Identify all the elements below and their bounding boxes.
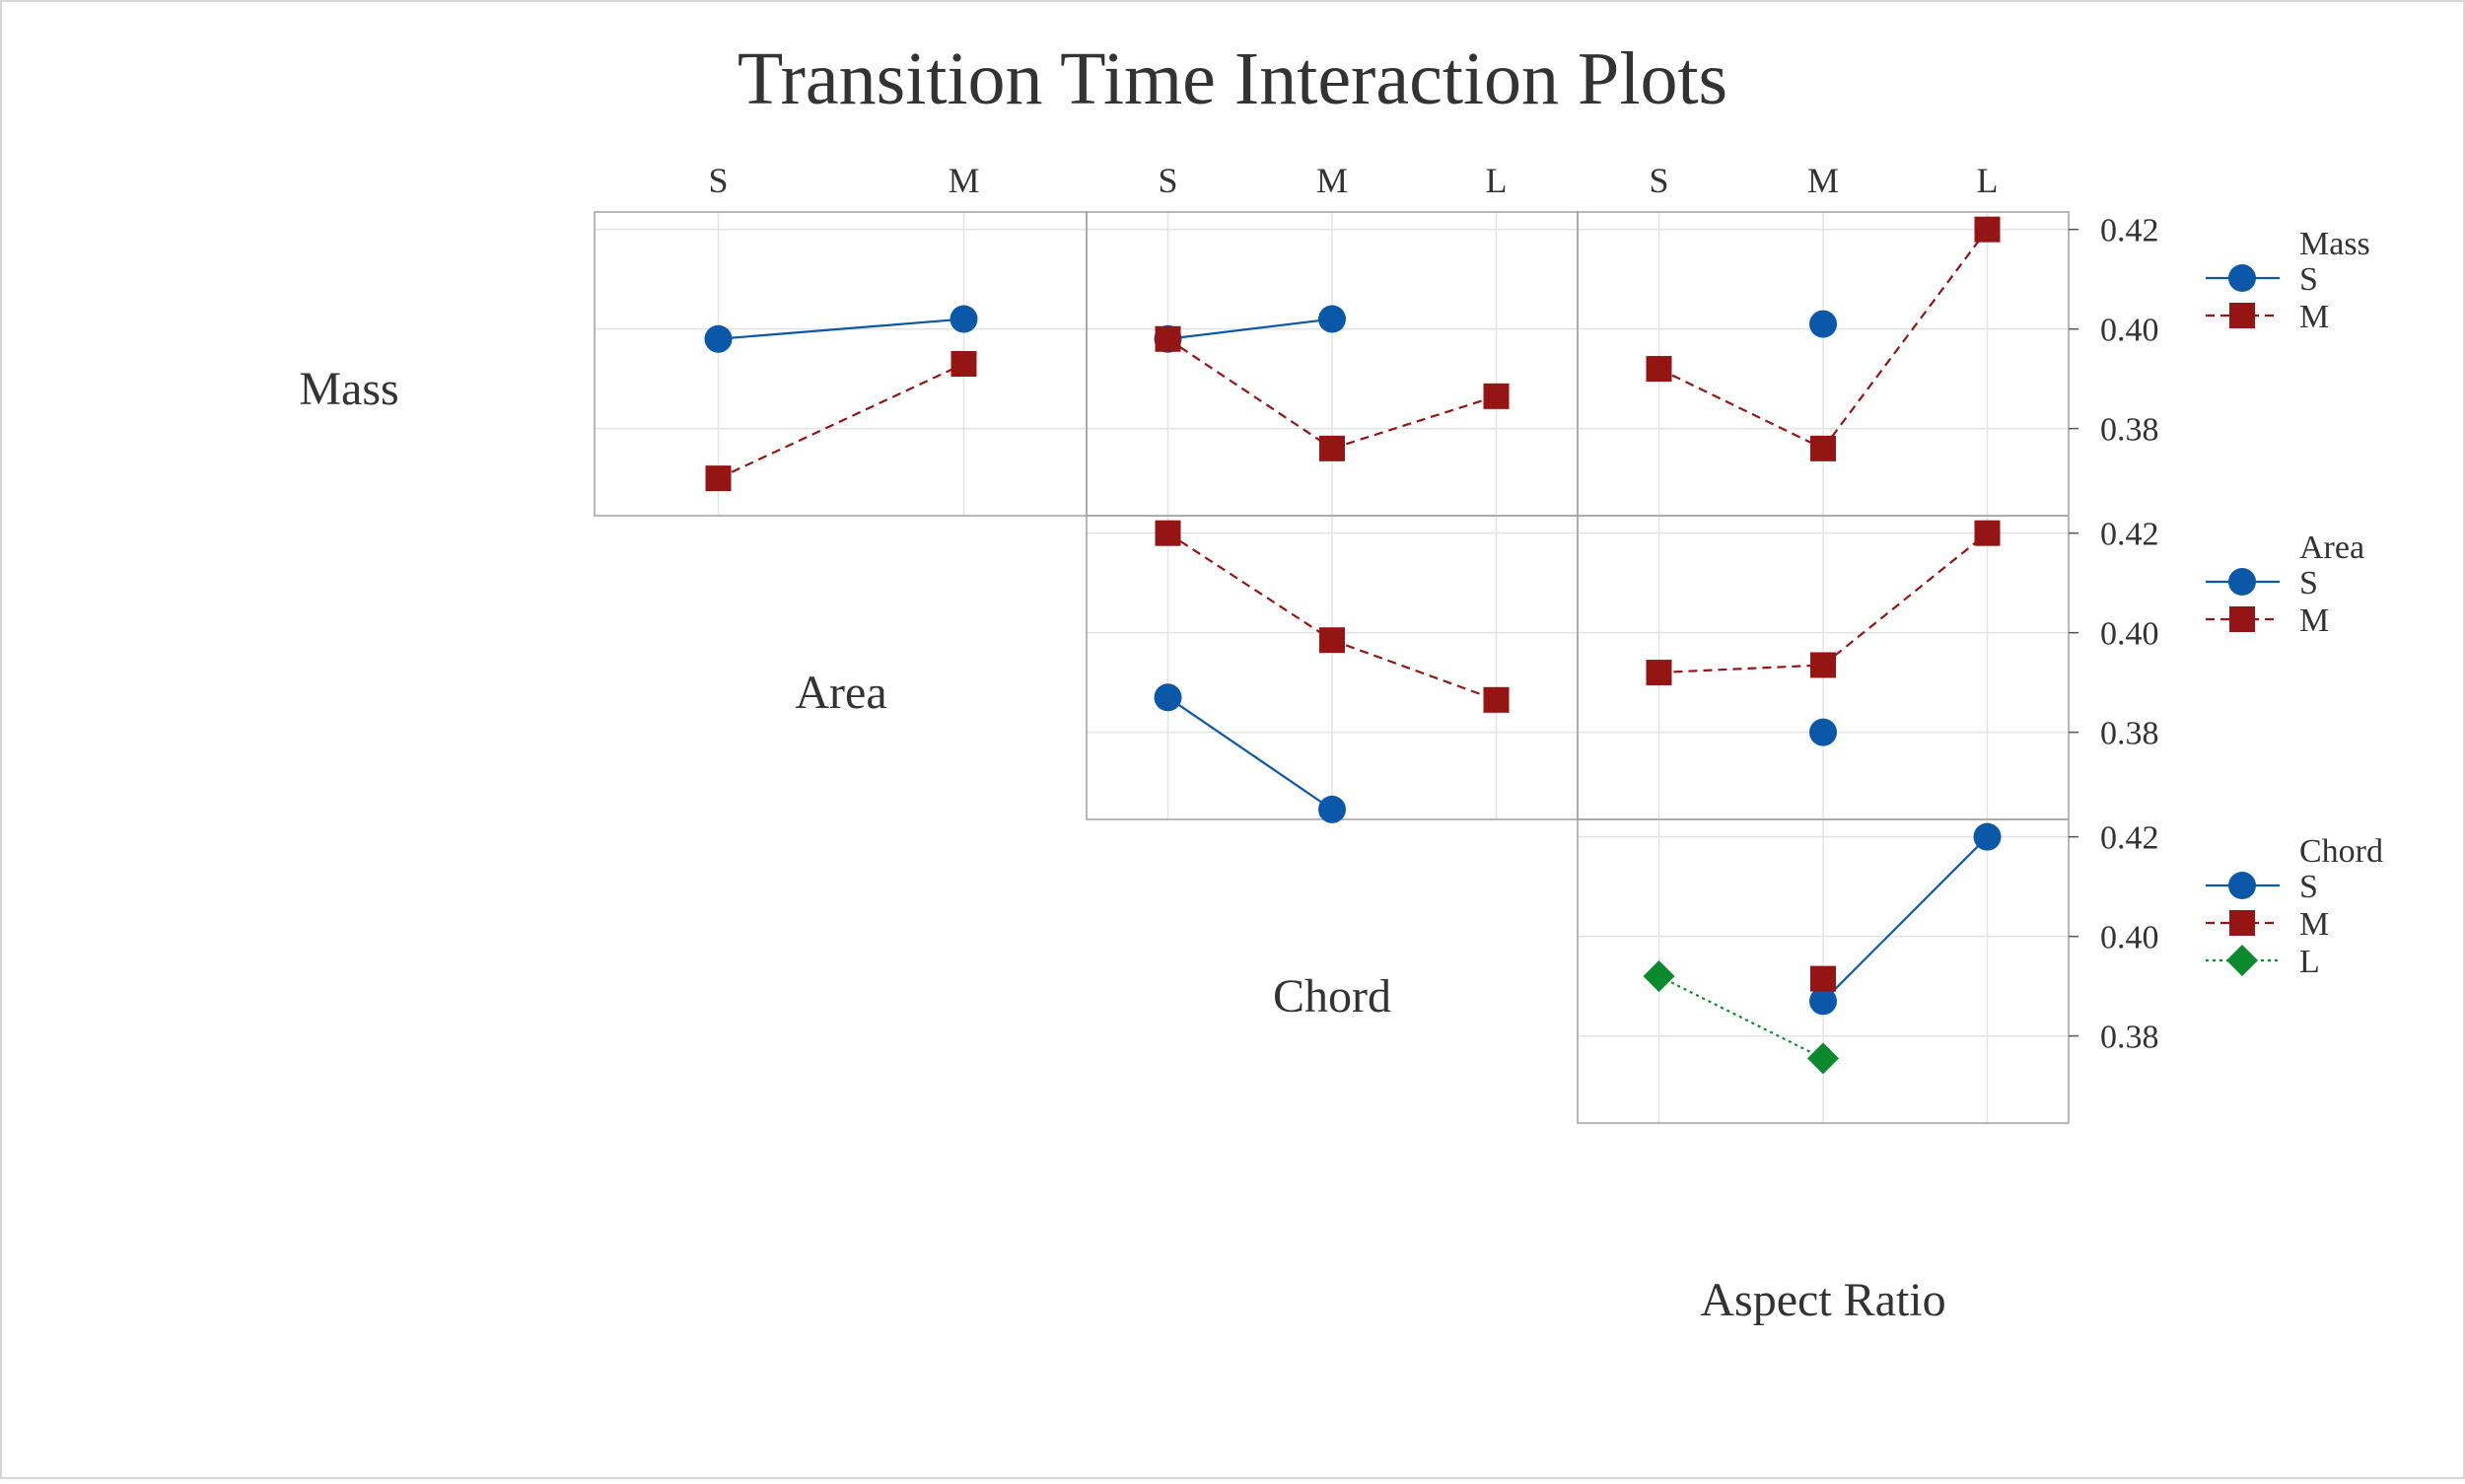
data-point-m [1974,216,2001,243]
legend-label-m: M [2299,906,2329,943]
panel-mass-by-chord [1577,211,2070,517]
column-tick-label-m: M [948,161,979,200]
column-tick-label-s: S [708,161,728,200]
column-tick-label-s: S [1649,161,1668,200]
y-tick-label: 0.42 [2100,213,2159,249]
y-tick-label: 0.38 [2100,716,2159,752]
data-point-s [1318,305,1346,333]
series-line-m [1331,394,1497,450]
y-tick-label: 0.38 [2100,1020,2159,1056]
factor-label-chord: Chord [1273,970,1391,1023]
data-point-l [1807,1042,1839,1075]
series-line-s [1167,318,1333,340]
y-tick-label: 0.40 [2100,616,2159,653]
data-point-m [951,351,977,377]
legend-marker-l [2226,945,2258,976]
data-point-m [1974,520,2001,546]
legend-marker-m [2229,303,2255,328]
data-point-m [1155,520,1181,546]
column-tick-label-l: L [1977,161,1999,200]
panels-layer [594,211,2070,1124]
panel-area-by-chord [1577,515,2070,820]
legend-label-l: L [2299,944,2320,980]
y-tick-label: 0.40 [2100,313,2159,349]
legend-marker-m [2229,606,2255,632]
data-point-m [1646,660,1672,686]
data-point-m [1483,383,1510,409]
data-point-s [1154,683,1182,712]
column-tick-label-m: M [1316,161,1348,200]
legend-label-s: S [2299,869,2318,905]
data-point-s [1809,310,1837,338]
y-tick-label: 0.38 [2100,412,2159,449]
legend-label-s: S [2299,565,2318,601]
data-point-m [1646,356,1672,383]
column-tick-label-m: M [1807,161,1839,200]
series-line-m [1166,337,1333,450]
data-point-s [1809,718,1837,746]
data-point-m [1810,652,1836,678]
series-line-l [1658,975,1824,1060]
panel-area-by-area [1086,515,1579,823]
data-point-s [950,305,978,333]
series-line-m [1166,531,1333,642]
labels-layer: S M S M L S M L 0.42 0.40 0.38 0.42 0.40 0.38 0.42 0.40… [299,161,2158,1326]
series-line-m [1331,639,1497,701]
series-line-m [1822,229,1989,450]
chart-title: Transition Time Interaction Plots [738,37,1727,120]
data-point-l [1643,960,1675,993]
data-point-s [1318,795,1346,823]
legend-label-m: M [2299,602,2329,639]
column-tick-label-s: S [1158,161,1177,200]
panel-mass-by-area [1086,211,1579,517]
legend-marker-m [2229,910,2255,936]
data-point-m [1319,435,1345,461]
series-line-s [718,318,964,340]
legend-title: Chord [2299,833,2383,870]
data-point-s [1973,822,2002,851]
column-tick-label-l: L [1486,161,1508,200]
panel-frame [594,211,1088,517]
data-point-m [1319,627,1345,654]
legend-title: Area [2299,530,2364,566]
factor-label-aspect-ratio: Aspect Ratio [1700,1274,1945,1326]
legend-label-s: S [2299,261,2318,298]
data-point-m [705,465,732,492]
legend-label-m: M [2299,299,2329,335]
panel-chord-by-chord [1577,818,2070,1124]
series-line-m [1658,368,1824,450]
legend-marker-s [2228,264,2256,292]
series-line-m [1658,664,1824,674]
data-point-m [1483,686,1510,713]
y-tick-label: 0.42 [2100,820,2159,857]
legend-title: Mass [2299,226,2370,262]
legend-marker-s [2228,568,2256,596]
data-point-s [704,324,733,353]
series-line-m [1822,531,1989,667]
series-line-m [718,363,964,480]
factor-label-mass: Mass [299,363,398,415]
data-point-s [1809,987,1837,1016]
panel-mass-by-mass [594,211,1088,517]
series-line-s [1166,696,1333,811]
data-point-m [1155,325,1181,352]
data-point-m [1810,435,1836,461]
series-line-s [1822,835,1989,1003]
panel-frame [1577,818,2070,1124]
legend-marker-s [2228,872,2256,899]
y-tick-label: 0.42 [2100,517,2159,553]
data-point-m [1810,965,1836,992]
factor-label-area: Area [795,667,886,719]
y-tick-label: 0.40 [2100,920,2159,956]
